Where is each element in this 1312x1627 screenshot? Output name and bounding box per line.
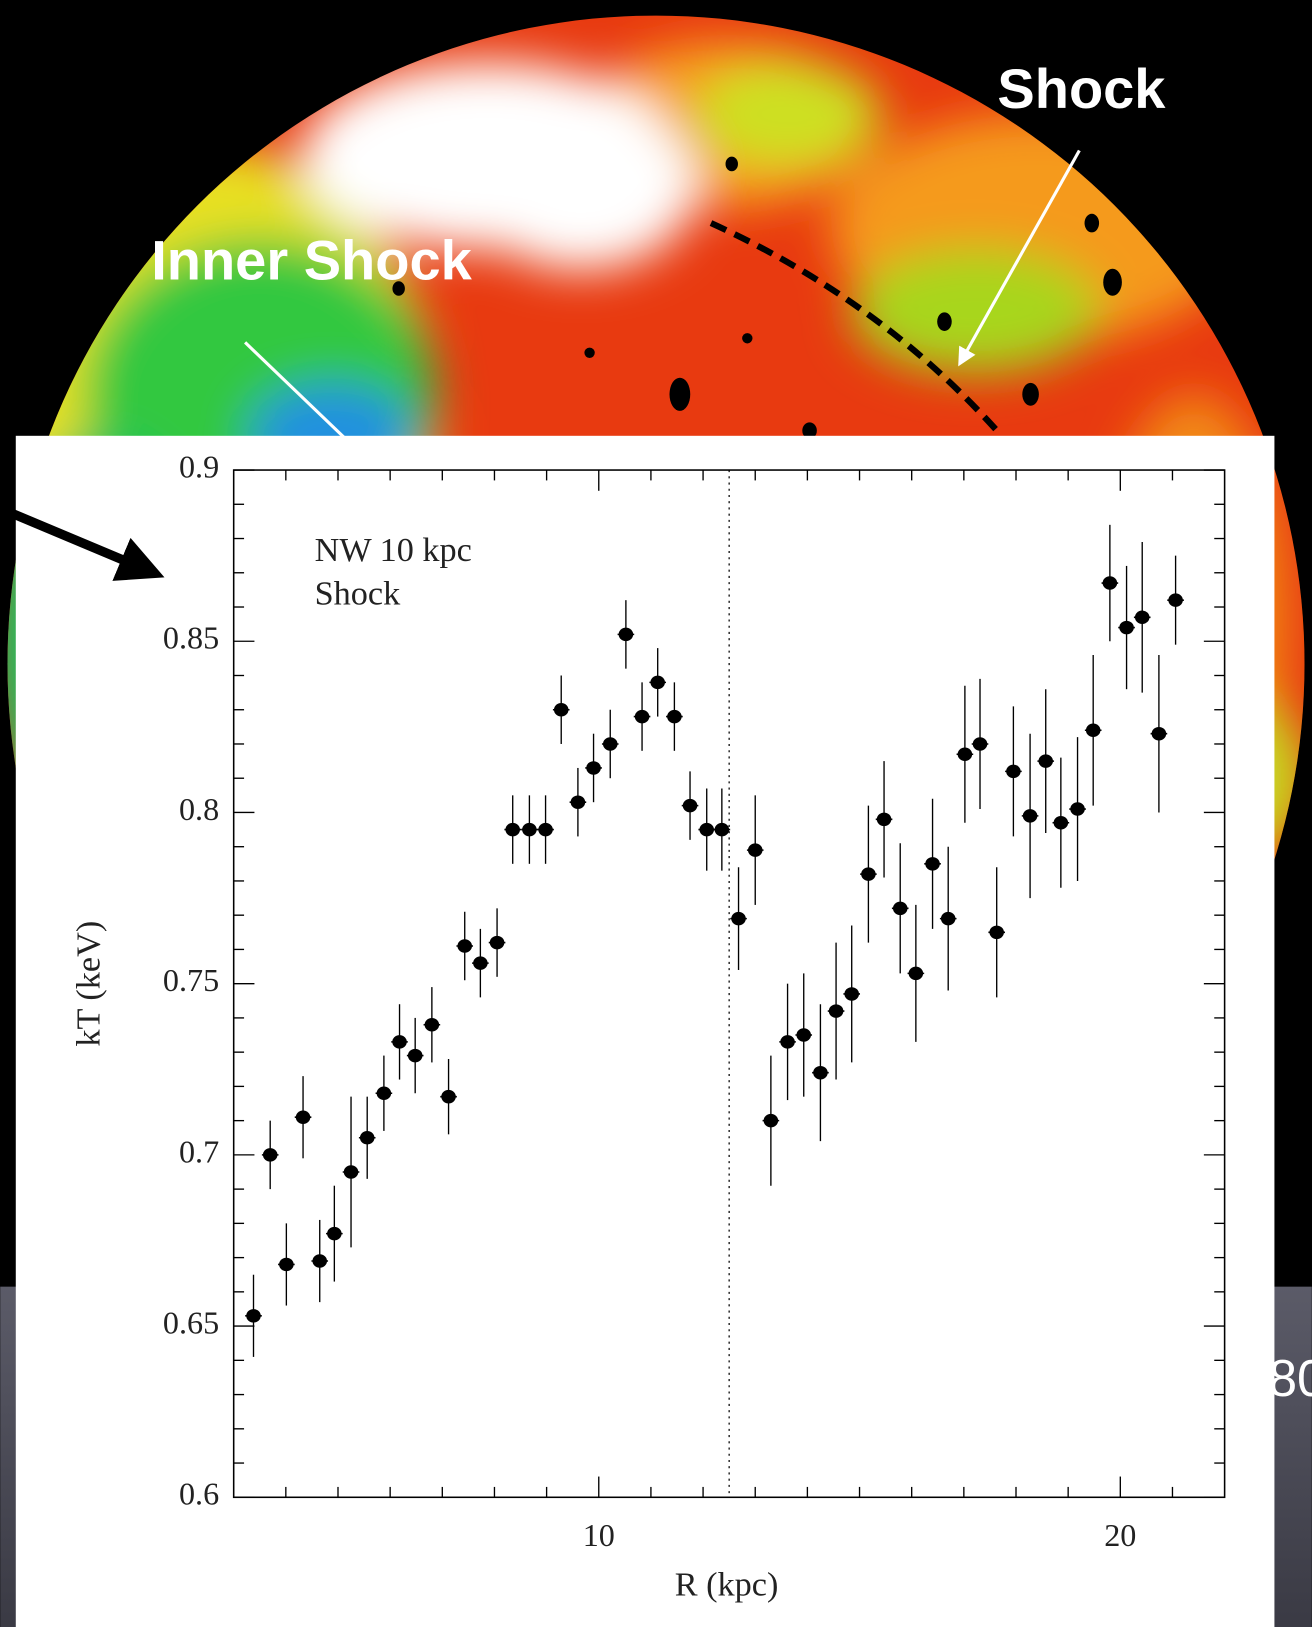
data-point (1038, 754, 1053, 768)
y-tick-label: 0.7 (179, 1133, 219, 1169)
annotation: NW 10 kpc (315, 531, 472, 569)
data-point (522, 822, 537, 837)
slide-number: 80 (1268, 1349, 1312, 1407)
data-point (441, 1089, 456, 1104)
shock-front (709, 220, 1004, 438)
data-point (359, 1131, 375, 1145)
data-point (246, 1309, 261, 1323)
data-point (957, 747, 973, 761)
data-point (1119, 620, 1134, 635)
data-point (327, 1226, 342, 1241)
data-point (699, 822, 714, 837)
x-axis-label: R (kpc) (675, 1565, 779, 1603)
data-point (407, 1048, 423, 1063)
data-point (876, 812, 892, 827)
y-tick-label: 0.9 (179, 448, 219, 484)
data-point (343, 1165, 359, 1179)
plot: NW 10 kpc Shock R (kpc) kT (keV) 0.6 0.65… (69, 448, 1226, 1603)
data-point (780, 1035, 795, 1049)
data-point (505, 822, 520, 837)
data-point (1022, 809, 1038, 823)
data-point (940, 911, 956, 926)
data-point (892, 901, 908, 916)
data-point (602, 737, 618, 751)
data-point (586, 761, 601, 775)
inner-shock-label: Inner Shock (151, 228, 472, 291)
data-point (1053, 815, 1069, 830)
data-point (972, 737, 988, 751)
x-tick-label: 10 (583, 1517, 615, 1553)
data-point (667, 709, 682, 724)
data-point (796, 1028, 811, 1042)
data-point (392, 1035, 407, 1049)
x-tick-label: 20 (1104, 1517, 1136, 1553)
data-point (731, 911, 746, 926)
plot-panel (15, 435, 1275, 1627)
data-point (908, 966, 924, 981)
data-point (538, 822, 553, 837)
data-point (682, 798, 698, 813)
data-point (714, 822, 730, 837)
inner-shock-pointer (244, 341, 349, 443)
y-tick-label: 0.8 (179, 791, 219, 827)
data-point (844, 987, 859, 1001)
data-point (376, 1086, 392, 1100)
data-point (457, 939, 472, 953)
data-point (763, 1113, 779, 1128)
data-point (813, 1065, 828, 1080)
data-point (424, 1018, 440, 1032)
data-point (279, 1257, 294, 1272)
data-point (1102, 576, 1118, 590)
data-point (553, 702, 569, 717)
data-point (618, 627, 634, 642)
data-point (747, 843, 763, 857)
data-point (473, 956, 488, 970)
pointer-arrow (0, 504, 165, 581)
shock-arrow (958, 149, 1081, 367)
data-point (1006, 764, 1021, 779)
y-tick-label: 0.75 (163, 962, 219, 998)
shock-label: Shock (997, 57, 1166, 120)
data-point (828, 1004, 844, 1018)
data-point (861, 867, 876, 881)
data-point (1085, 723, 1101, 738)
y-tick-label: 0.6 (179, 1476, 219, 1512)
y-tick-label: 0.85 (163, 620, 219, 656)
data-point (650, 675, 665, 690)
data-point (312, 1254, 328, 1268)
y-axis-label: kT (keV) (69, 921, 107, 1047)
data-point (570, 795, 586, 809)
data-point (925, 857, 940, 871)
data-point (295, 1110, 311, 1124)
data-point (1134, 610, 1150, 625)
data-point (489, 935, 505, 950)
y-tick-label: 0.65 (163, 1304, 219, 1340)
data-point (1168, 593, 1183, 607)
data-point (989, 925, 1004, 940)
data-point (1070, 802, 1085, 816)
data-point (1151, 726, 1167, 741)
data-point (262, 1148, 278, 1162)
data-point (634, 709, 650, 724)
annotation: Shock (315, 574, 401, 612)
